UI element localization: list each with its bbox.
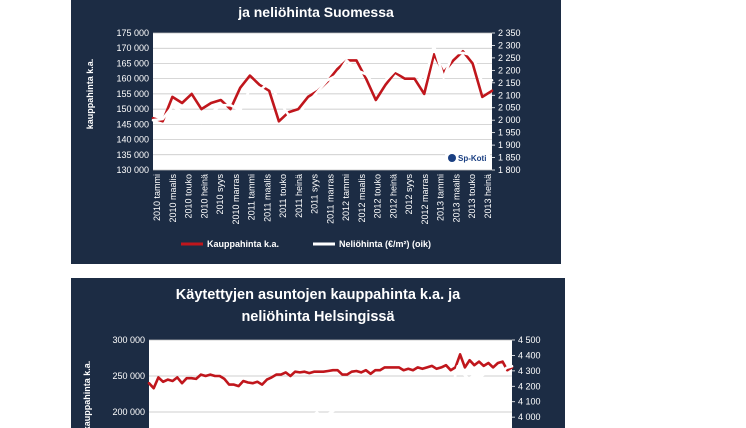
y-tick-label: 160 000	[116, 74, 149, 84]
x-tick-label: 2012 maalis	[357, 174, 367, 223]
chart-helsinki-svg: 300 000 250 000 200 000 4 500 4 400 4 300 4 20…	[71, 278, 565, 428]
y2-tick-label: 2 200	[498, 65, 521, 75]
x-tick-label: 2011 marras	[325, 174, 335, 224]
x-tick-label: 2010 syys	[215, 174, 225, 215]
legend-label-neliohinta: Neliöhinta (€/m²) (oik)	[339, 239, 431, 249]
y2-tick-label: 2 350	[498, 28, 521, 38]
x-tick-label: 2011 syys	[310, 174, 320, 214]
y2-tick-label: 2 300	[498, 40, 521, 50]
x-tick-label: 2012 tammi	[341, 174, 351, 221]
y2-tick-label: 2 150	[498, 78, 521, 88]
chart-suomi-svg: 175 000 170 000 165 000 160 000 155 000 150 0…	[71, 0, 561, 264]
y2-tick-label: 4 400	[518, 350, 541, 360]
y-tick-label: 170 000	[116, 43, 149, 53]
x-tick-label: 2013 touko	[467, 174, 477, 219]
y2-tick-label: 4 100	[518, 397, 541, 407]
y2-tick-label: 1 800	[498, 165, 521, 175]
x-tick-label: 2011 heinä	[294, 174, 304, 218]
x-tick-label: 2012 marras	[420, 174, 430, 225]
y-tick-label: 130 000	[116, 165, 149, 175]
y-tick-label: 155 000	[116, 89, 149, 99]
sp-koti-logo-text: Sp-Koti	[458, 154, 486, 163]
y2-tick-label: 4 200	[518, 381, 541, 391]
x-tick-label: 2010 touko	[184, 174, 194, 219]
y2-tick-label: 1 900	[498, 140, 521, 150]
plot-area	[149, 340, 512, 428]
x-tick-label: 2013 maalis	[451, 174, 461, 223]
x-tick-label: 2011 touko	[278, 174, 288, 218]
y-tick-label: 175 000	[116, 28, 149, 38]
x-tick-label: 2012 touko	[373, 174, 383, 219]
y2-tick-label: 1 950	[498, 128, 521, 138]
x-tick-label: 2012 syys	[404, 174, 414, 215]
x-tick-label: 2010 marras	[231, 174, 241, 225]
x-tick-label: 2013 tammi	[436, 174, 446, 221]
y2-tick-label: 2 250	[498, 53, 521, 63]
x-tick-label: 2010 heinä	[199, 174, 209, 219]
y-tick-label: 150 000	[116, 104, 149, 114]
y2-tick-label: 2 100	[498, 90, 521, 100]
y-tick-label: 135 000	[116, 150, 149, 160]
plot-area	[153, 33, 492, 170]
legend-label-kauppahinta: Kauppahinta k.a.	[207, 239, 279, 249]
y2-tick-label: 2 050	[498, 103, 521, 113]
y-tick-label: 250 000	[112, 371, 145, 381]
y2-tick-label: 4 300	[518, 366, 541, 376]
y-tick-label: 300 000	[112, 335, 145, 345]
y-tick-label: 145 000	[116, 119, 149, 129]
sp-koti-logo-icon	[448, 154, 456, 162]
chart-panel-helsinki: Käytettyjen asuntojen kauppahinta k.a. j…	[71, 278, 565, 428]
y-axis-label: kauppahinta k.a.	[85, 59, 95, 130]
y-tick-label: 165 000	[116, 58, 149, 68]
sp-koti-logo: Sp-Koti	[445, 153, 490, 164]
y2-tick-label: 4 000	[518, 412, 541, 422]
y-tick-label: 140 000	[116, 135, 149, 145]
x-tick-label: 2010 tammi	[152, 174, 162, 221]
x-tick-label: 2013 heinä	[483, 174, 493, 219]
x-tick-label: 2012 heinä	[388, 174, 398, 219]
x-tick-label: 2010 maalis	[168, 174, 178, 223]
y-tick-label: 200 000	[112, 407, 145, 417]
y2-tick-label: 4 500	[518, 335, 541, 345]
x-tick-label: 2011 maalis	[262, 174, 272, 222]
x-tick-label: 2011 tammi	[247, 174, 257, 220]
y2-tick-label: 1 850	[498, 153, 521, 163]
y-axis-label: kauppahinta k.a.	[82, 361, 92, 428]
y2-tick-label: 2 000	[498, 115, 521, 125]
